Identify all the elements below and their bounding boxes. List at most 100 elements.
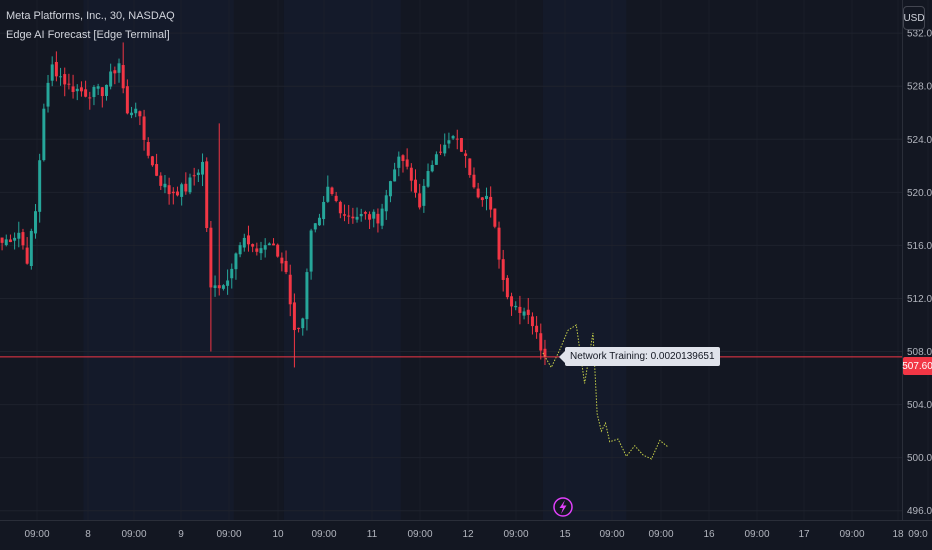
price-tick-label: 520.00 xyxy=(907,188,932,199)
time-tick-label: 17 xyxy=(798,529,810,540)
time-tick-label: 09:00 xyxy=(407,529,432,540)
candle-body xyxy=(205,161,209,229)
candle-body xyxy=(405,159,409,167)
candle-body xyxy=(388,181,392,197)
price-tick-label: 516.00 xyxy=(907,241,932,252)
candle-body xyxy=(42,108,46,161)
candle-body xyxy=(522,311,526,316)
candle-body xyxy=(510,296,514,307)
candle-body xyxy=(397,156,401,168)
symbol-title[interactable]: Meta Platforms, Inc., 30, NASDAQ xyxy=(6,10,175,22)
candle-body xyxy=(246,235,250,245)
candle-body xyxy=(38,160,42,212)
price-tick-label: 500.00 xyxy=(907,453,932,464)
candle-body xyxy=(334,195,338,201)
candle-body xyxy=(226,280,230,286)
price-tick-label: 532.00 xyxy=(907,29,932,40)
candle-body xyxy=(459,138,463,152)
candle-body xyxy=(280,257,284,264)
candle-body xyxy=(146,142,150,156)
candle-body xyxy=(480,197,484,201)
candle-body xyxy=(196,172,200,176)
price-tick-label: 496.00 xyxy=(907,506,932,517)
candle-body xyxy=(4,239,8,246)
candle-body xyxy=(305,272,309,320)
candle-body xyxy=(393,169,397,182)
candle-body xyxy=(372,211,376,219)
candle-body xyxy=(209,227,213,288)
session-band xyxy=(542,0,627,520)
candle-body xyxy=(92,86,96,98)
last-price-tag: 507.60 xyxy=(902,357,932,375)
candle-body xyxy=(67,83,71,85)
candle-body xyxy=(54,61,58,77)
candle-body xyxy=(347,215,351,217)
candle-body xyxy=(292,302,296,331)
candle-body xyxy=(59,76,63,78)
candle-body xyxy=(276,244,280,257)
candle-body xyxy=(217,285,221,289)
time-axis-labels: 09:00 8 09:00 9 09:00 10 09:00 11 09:00 12 09:00 15… xyxy=(24,529,928,540)
candle-body xyxy=(142,116,146,140)
candle-body xyxy=(175,191,179,196)
time-tick-label: 11 xyxy=(367,529,378,540)
candle-body xyxy=(121,65,125,89)
candle-body xyxy=(384,195,388,212)
candle-body xyxy=(130,112,134,116)
candle-body xyxy=(50,64,54,81)
candle-body xyxy=(13,237,17,241)
candle-body xyxy=(150,156,154,166)
candle-body xyxy=(313,223,317,230)
candle-body xyxy=(272,243,276,246)
candle-body xyxy=(434,154,438,165)
candle-body xyxy=(201,161,205,175)
candle-body xyxy=(530,316,534,327)
candle-body xyxy=(171,191,175,194)
candle-body xyxy=(242,237,246,248)
candle-body xyxy=(230,268,234,279)
candle-body xyxy=(25,247,29,264)
price-tick-label: 504.00 xyxy=(907,400,932,411)
candle-body xyxy=(63,74,67,85)
candle-body xyxy=(84,89,88,97)
time-tick-label: 15 xyxy=(559,529,571,540)
candle-body xyxy=(180,184,184,197)
candle-body xyxy=(79,87,83,92)
candle-body xyxy=(301,318,305,329)
candle-body xyxy=(351,216,355,219)
candle-body xyxy=(518,306,522,313)
candle-body xyxy=(543,348,547,357)
price-tick-label: 508.00 xyxy=(907,347,932,358)
candle-body xyxy=(109,71,113,87)
candle-body xyxy=(363,212,367,214)
candle-body xyxy=(443,144,447,154)
time-tick-label: 09:00 xyxy=(311,529,336,540)
lightning-icon[interactable] xyxy=(553,497,573,517)
candle-body xyxy=(317,217,321,226)
candle-body xyxy=(414,179,417,193)
candle-body xyxy=(401,155,405,162)
candle-body xyxy=(125,86,129,114)
session-band xyxy=(283,0,401,520)
time-tick-label: 09:00 xyxy=(648,529,673,540)
candle-body xyxy=(159,175,163,186)
candle-body xyxy=(188,177,192,193)
annotation-pointer xyxy=(559,351,565,363)
candle-body xyxy=(426,171,430,187)
candle-body xyxy=(88,97,92,99)
candle-body xyxy=(138,111,142,117)
candle-body xyxy=(117,63,121,73)
grid-lines xyxy=(0,0,902,520)
time-tick-label: 18 xyxy=(892,529,904,540)
candle-body xyxy=(263,245,267,250)
candle-body xyxy=(501,259,505,280)
time-tick-label: 16 xyxy=(703,529,715,540)
candle-body xyxy=(134,108,138,114)
candle-body xyxy=(8,239,12,243)
candle-body xyxy=(100,87,104,97)
currency-button[interactable]: USD xyxy=(903,6,925,30)
price-tick-label: 512.00 xyxy=(907,294,932,305)
indicator-label[interactable]: Edge AI Forecast [Edge Terminal] xyxy=(6,29,170,41)
